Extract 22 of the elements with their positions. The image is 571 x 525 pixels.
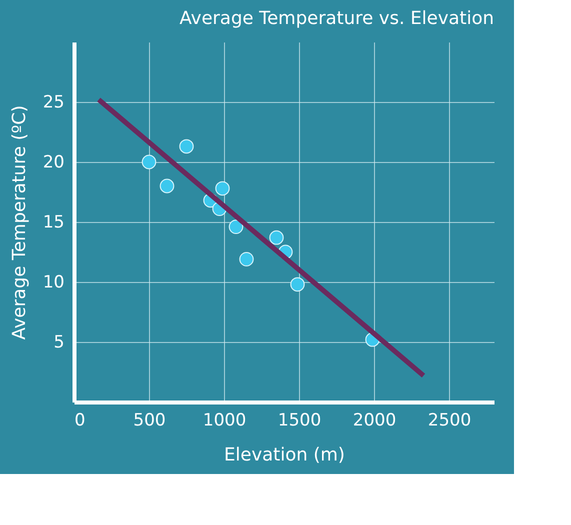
x-tick-label: 2000	[352, 410, 396, 430]
point	[269, 230, 284, 245]
point	[160, 178, 174, 194]
y-tick-label: 25	[42, 92, 64, 112]
x-tick-label: 500	[133, 410, 166, 430]
y-tick-label: 15	[42, 212, 64, 232]
x-tick-label: 1000	[202, 410, 246, 430]
point	[239, 252, 254, 266]
y-tick-label: 10	[42, 272, 64, 292]
chart-title: Average Temperature vs. Elevation	[180, 8, 494, 29]
x-axis-title: Elevation (m)	[224, 444, 345, 466]
point	[142, 154, 156, 170]
point	[228, 220, 244, 234]
point	[215, 181, 230, 196]
y-tick-label: 20	[42, 152, 64, 172]
point	[179, 139, 194, 154]
x-tick-label: 1500	[278, 410, 322, 430]
x-tick-label: 0	[74, 410, 86, 430]
y-tick-label: 5	[54, 332, 64, 352]
y-axis-title: Average Temperature (ºC)	[8, 105, 30, 340]
point	[290, 277, 305, 292]
x-tick-label: 2500	[428, 410, 472, 430]
